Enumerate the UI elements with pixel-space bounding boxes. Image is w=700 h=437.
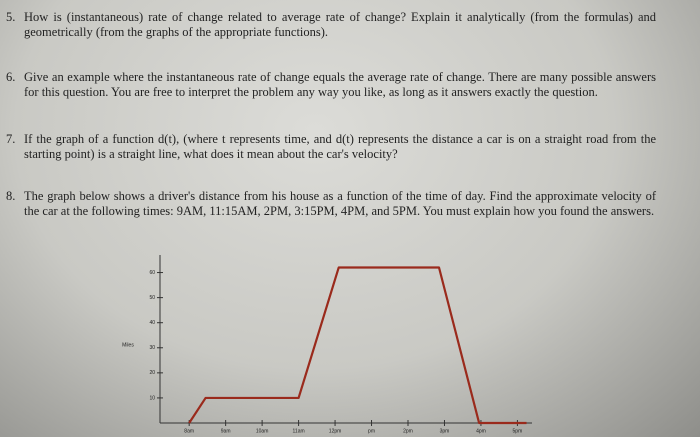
- x-tick-label: 4pm: [476, 428, 486, 434]
- y-tick-label: 10: [149, 395, 155, 401]
- question-number: 6.: [6, 70, 16, 84]
- question-number: 7.: [6, 132, 16, 146]
- x-tick-label: 9am: [221, 428, 231, 434]
- y-tick-label: 50: [149, 295, 155, 301]
- question-number: 5.: [6, 10, 16, 24]
- y-tick-label: 30: [149, 345, 155, 351]
- x-tick-label: 12pm: [329, 428, 342, 434]
- question-number: 8.: [6, 189, 16, 203]
- y-tick-label: 40: [149, 320, 155, 326]
- question-text: The graph below shows a driver's distanc…: [24, 189, 656, 218]
- y-tick-label: 60: [149, 270, 155, 276]
- question-text: If the graph of a function d(t), (where …: [24, 132, 656, 161]
- question-text: How is (instantaneous) rate of change re…: [24, 10, 656, 39]
- y-tick-label: 20: [149, 370, 155, 376]
- x-tick-label: 2pm: [403, 428, 413, 434]
- x-tick-label: 3pm: [440, 428, 450, 434]
- x-tick-label: 5pm: [513, 428, 523, 434]
- x-tick-label: pm: [368, 428, 375, 434]
- question-text: Give an example where the instantaneous …: [24, 70, 656, 99]
- x-tick-label: 11am: [293, 428, 305, 434]
- y-axis-label: Miles: [122, 342, 134, 348]
- x-tick-label: 10am: [256, 428, 269, 434]
- data-line: [188, 266, 527, 425]
- x-tick-label: 8am: [184, 428, 194, 434]
